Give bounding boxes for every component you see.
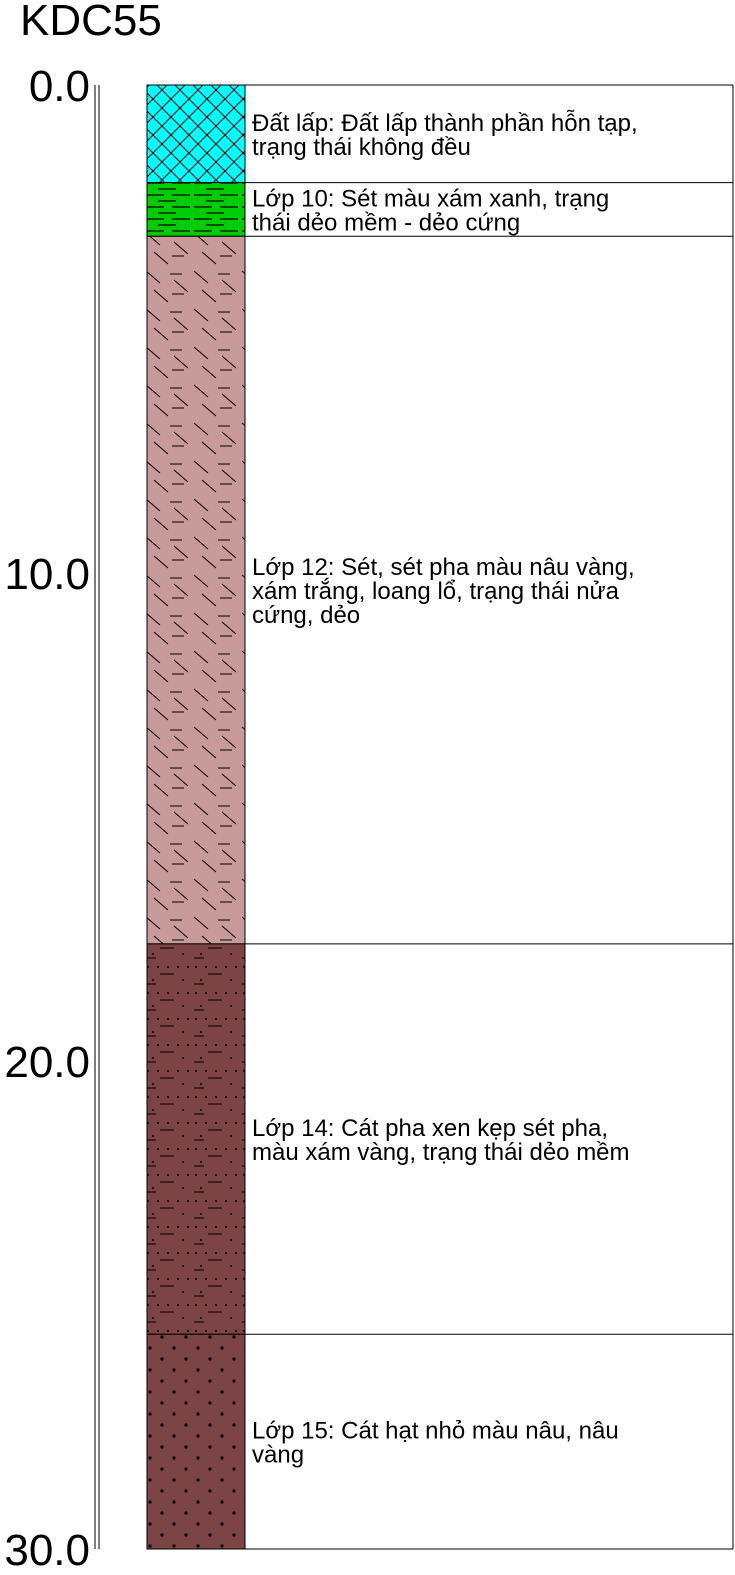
layer-pattern (146, 84, 246, 184)
layer-descriptions: Đất lấp: Đất lấp thành phần hỗn tạp,trạn… (252, 110, 638, 1469)
layer-description-line: Lớp 10: Sét màu xám xanh, trạng (252, 185, 609, 212)
layer-description-line: màu xám vàng, trạng thái dẻo mềm (252, 1139, 630, 1166)
depth-tick-label: 30.0 (4, 1526, 90, 1575)
layer-pattern (146, 943, 246, 1335)
depth-tick-label: 10.0 (4, 550, 90, 599)
depth-tick-label: 20.0 (4, 1038, 90, 1087)
layer-description-line: thái dẻo mềm - dẻo cứng (252, 209, 520, 236)
depth-axis: 0.0 10.0 20.0 30.0 (4, 62, 100, 1575)
borehole-title: KDC55 (20, 0, 162, 45)
layer-description-line: Lớp 14: Cát pha xen kẹp sét pha, (252, 1115, 608, 1142)
layer-description-line: Lớp 15: Cát hạt nhỏ màu nâu, nâu (252, 1418, 619, 1445)
layer-column (146, 84, 734, 1550)
layer-description-line: vàng (252, 1442, 304, 1469)
depth-tick-label: 0.0 (29, 62, 90, 111)
layer-description-line: Đất lấp: Đất lấp thành phần hỗn tạp, (252, 110, 638, 137)
layer-pattern (146, 235, 246, 945)
layer-description-line: xám trắng, loang lổ, trạng thái nửa (252, 578, 620, 605)
layer-pattern (146, 182, 246, 237)
layer-description-line: trạng thái không đều (252, 134, 471, 161)
layer-description-line: Lớp 12: Sét, sét pha màu nâu vàng, (252, 554, 635, 581)
layer-description-line: cứng, dẻo (252, 602, 360, 629)
layer-pattern (146, 1333, 246, 1550)
